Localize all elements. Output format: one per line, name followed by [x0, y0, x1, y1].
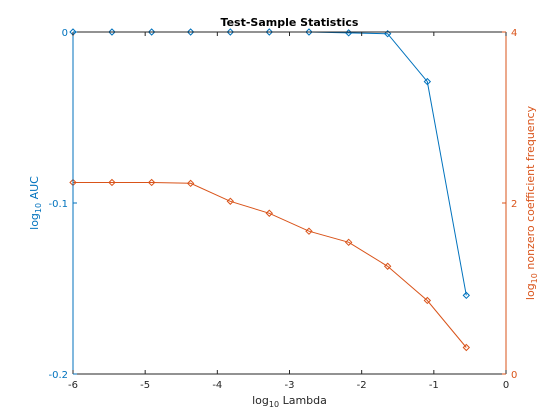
y-left-tick-label: -0.1 — [48, 199, 68, 210]
x-tick-label: -5 — [140, 380, 150, 391]
data-point-right — [383, 262, 392, 270]
x-tick-label: -3 — [285, 380, 295, 391]
data-point-left — [423, 77, 432, 86]
data-point-right — [147, 178, 156, 187]
data-point-right — [108, 178, 116, 187]
y-right-tick-label: 4 — [511, 28, 517, 39]
y-right-tick-label: 0 — [511, 370, 517, 381]
data-point-right — [265, 209, 274, 217]
y-left-tick-label: -0.2 — [48, 370, 68, 381]
data-point-right — [462, 343, 471, 352]
data-point-left — [186, 28, 195, 36]
data-point-right — [423, 296, 432, 305]
data-point-right — [305, 227, 313, 235]
data-point-left — [383, 30, 392, 38]
chart-title: Test-Sample Statistics — [221, 16, 359, 29]
y-right-tick-label: 2 — [511, 199, 517, 210]
data-point-right — [186, 179, 195, 188]
data-point-left — [147, 28, 156, 36]
data-point-left — [265, 28, 274, 36]
series-line-right — [73, 182, 467, 348]
x-tick-label: -6 — [68, 380, 78, 391]
data-point-left — [305, 28, 313, 36]
data-point-right — [226, 197, 235, 205]
x-tick-label: 0 — [503, 380, 509, 391]
y-axis-left-label: log10 AUC — [28, 176, 43, 230]
data-point-left — [108, 28, 116, 36]
x-axis-label: log10 Lambda — [252, 394, 327, 409]
y-axis-right-label: log10 nonzero coefficient frequency — [524, 105, 539, 300]
data-point-left — [226, 28, 235, 36]
x-tick-label: -1 — [429, 380, 439, 391]
x-tick-label: -4 — [212, 380, 222, 391]
data-point-right — [344, 238, 353, 247]
data-point-left — [462, 291, 471, 300]
y-left-tick-label: 0 — [62, 28, 68, 39]
x-tick-label: -2 — [357, 380, 367, 391]
plot-area — [73, 32, 506, 374]
